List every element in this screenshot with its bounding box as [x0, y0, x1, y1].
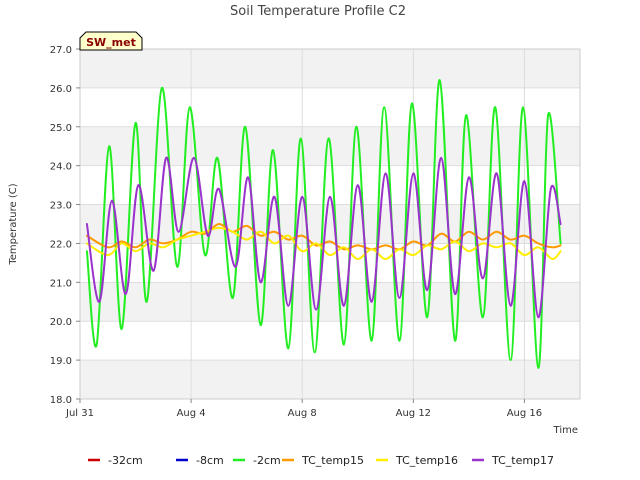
series-line-tc-temp17	[85, 156, 562, 319]
plot-background	[80, 49, 580, 399]
series-line-tc-temp16	[85, 226, 562, 260]
legend-label-tc-temp15: TC_temp15	[301, 454, 364, 467]
plot-frame	[79, 48, 581, 400]
plot-band	[80, 282, 580, 322]
plot-band	[80, 321, 580, 361]
y-tick-label: 24.0	[50, 162, 72, 173]
plot-band	[80, 360, 580, 399]
y-axis: 18.0 19.0 20.0 21.0 22.0 23.0 24.0 25.0 26.0 27.0	[50, 45, 80, 406]
x-tick-label: Aug 12	[396, 408, 431, 419]
series-line-2cm	[85, 79, 562, 369]
y-tick-label: 26.0	[50, 84, 72, 95]
x-axis: Jul 31 Aug 4 Aug 8 Aug 12 Aug 16	[65, 399, 542, 419]
x-tick-label: Aug 8	[288, 408, 317, 419]
y-axis-label: Temperature (C)	[8, 183, 19, 265]
chart-title: Soil Temperature Profile C2	[230, 4, 406, 19]
x-tick-label: Aug 4	[177, 408, 206, 419]
station-badge-shape	[79, 31, 143, 51]
legend-label-tc-temp16: TC_temp16	[395, 454, 458, 467]
legend-label-2cm: -2cm	[253, 454, 281, 467]
legend-label-32cm: -32cm	[108, 454, 143, 467]
x-tick-label: Jul 31	[65, 408, 94, 419]
series-layer	[85, 79, 562, 369]
y-tick-label: 23.0	[50, 201, 72, 212]
y-tick-label: 19.0	[50, 356, 72, 367]
x-axis-label: Time	[553, 425, 578, 436]
legend: -32cm -8cm -2cm TC_temp15 TC_temp16 TC_temp17	[88, 454, 554, 467]
legend-label-tc-temp17: TC_temp17	[491, 454, 554, 467]
y-tick-label: 18.0	[50, 395, 72, 406]
plot-band	[80, 204, 580, 244]
plot-band	[80, 243, 580, 283]
y-tick-label: 22.0	[50, 239, 72, 250]
legend-label-8cm: -8cm	[196, 454, 224, 467]
y-tick-label: 27.0	[50, 45, 72, 56]
station-badge: SW_met	[79, 31, 143, 51]
plot-band	[80, 49, 580, 88]
y-tick-label: 20.0	[50, 317, 72, 328]
plot-band	[80, 87, 580, 127]
y-tick-label: 21.0	[50, 278, 72, 289]
y-tick-label: 25.0	[50, 123, 72, 134]
station-badge-label: SW_met	[86, 36, 136, 49]
x-tick-label: Aug 16	[507, 408, 542, 419]
